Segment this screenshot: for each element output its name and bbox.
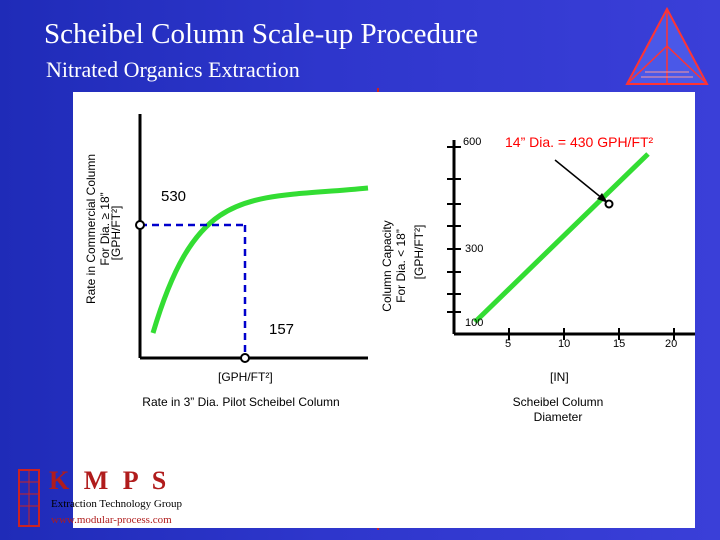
kmps-group: Extraction Technology Group: [51, 498, 182, 510]
left-y-label: Rate in Commercial Column For Dia. ≥ 18”: [84, 153, 112, 305]
right-y-label: Column Capacity For Dia. < 18”: [380, 220, 408, 312]
left-chart: [135, 114, 695, 363]
right-x-caption: Scheibel Column Diameter: [512, 395, 604, 424]
left-point-commercial: [135, 220, 145, 230]
left-point-pilot: [240, 353, 250, 363]
column-icon: [18, 469, 40, 527]
right-x-tick-15: 15: [613, 338, 626, 350]
right-x-unit: [IN]: [550, 370, 569, 384]
diagram-panel: Rate in Commercial Column For Dia. ≥ 18”…: [18, 92, 695, 528]
left-green-curve: [150, 185, 369, 334]
left-y-unit: [GPH/FT²]: [109, 205, 123, 261]
slide-title: Scheibel Column Scale-up Procedure: [44, 18, 479, 50]
right-x-tick-20: 20: [665, 338, 678, 350]
right-green-line: [473, 152, 650, 324]
right-y-tick-300: 300: [465, 243, 484, 255]
annotation-arrow: [554, 159, 604, 200]
kmps-url[interactable]: www.modular-process.com: [51, 514, 172, 526]
left-x-unit: [GPH/FT²]: [218, 370, 273, 384]
right-x-tick-10: 10: [558, 338, 571, 350]
right-annotation: 14” Dia. = 430 GPH/FT²: [505, 134, 654, 150]
right-point-14in: [604, 199, 614, 209]
slide-subtitle: Nitrated Organics Extraction: [46, 57, 300, 82]
left-value-530: 530: [161, 188, 187, 205]
triangle-logo-icon: [623, 6, 711, 88]
right-y-unit: [GPH/FT²]: [412, 224, 426, 280]
kmps-logo: K M P S Extraction Technology Group www.…: [7, 466, 247, 534]
kmps-brand: K M P S: [49, 466, 171, 495]
left-value-157: 157: [269, 321, 295, 338]
left-x-caption: Rate in 3” Dia. Pilot Scheibel Column: [142, 395, 340, 409]
right-x-tick-5: 5: [505, 338, 512, 350]
right-y-tick-600: 600: [463, 136, 482, 148]
right-y-tick-100: 100: [465, 317, 484, 329]
